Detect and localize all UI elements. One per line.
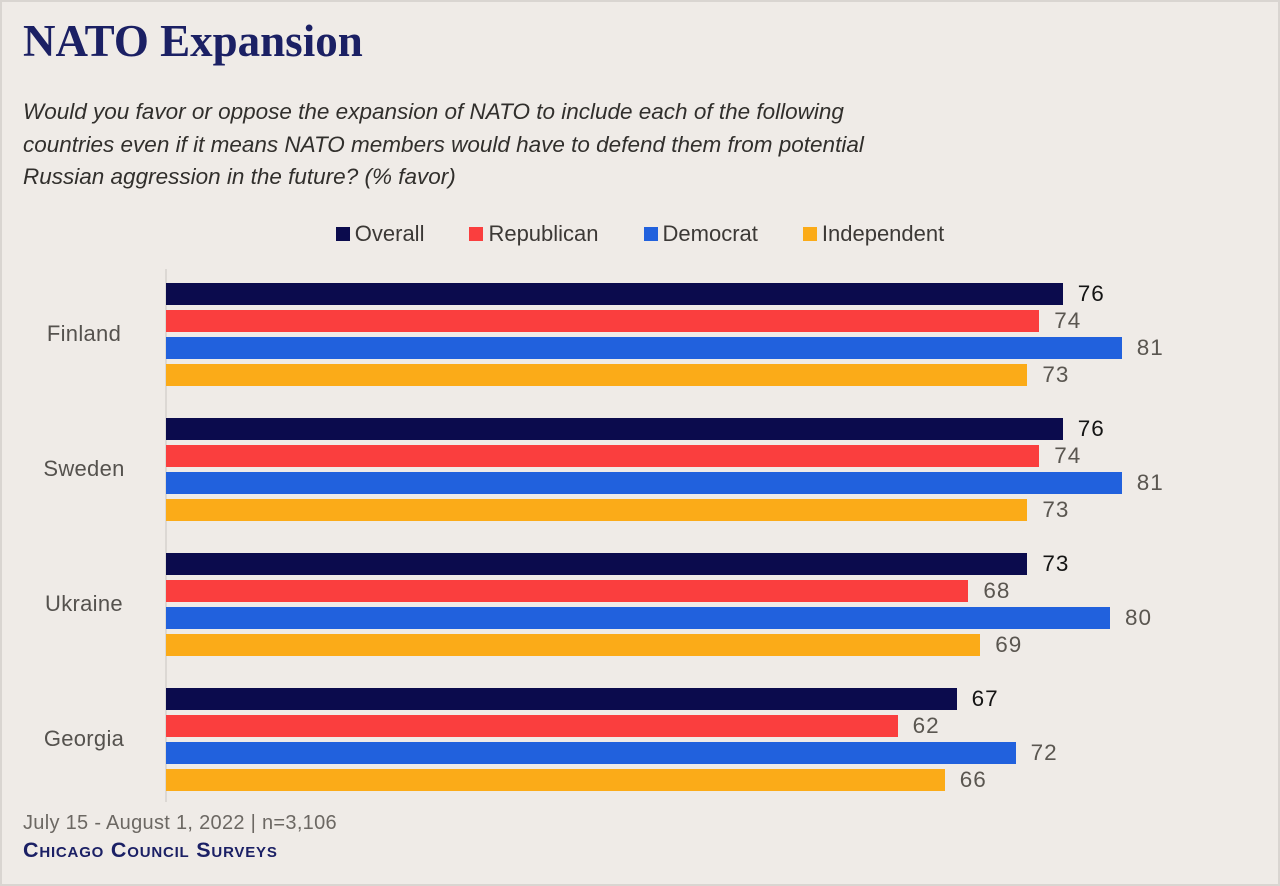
bar-chart: Finland 76 74 81 73 Sweden 76 74 81 73 Ukraine 73 68… [2,267,1278,802]
bar-ukraine-overall [166,552,1028,575]
bar-sweden-independent [166,498,1028,521]
bar-ukraine-republican [166,579,969,602]
bar-sweden-democrat [166,471,1122,494]
bar-finland-republican [166,309,1040,332]
bar-row-georgia-overall: 67 [166,685,1278,711]
value-label-ukraine-republican: 68 [983,577,1011,603]
source-attribution: Chicago Council Surveys [23,837,278,862]
bars-ukraine: 73 68 80 69 [166,550,1278,657]
value-label-sweden-independent: 73 [1042,496,1070,522]
legend: Overall Republican Democrat Independent [2,221,1278,247]
legend-item-independent: Independent [802,220,945,247]
y-axis-line [165,268,167,802]
value-label-ukraine-democrat: 80 [1125,604,1153,630]
bar-row-finland-democrat: 81 [166,334,1278,360]
bar-row-ukraine-democrat: 80 [166,604,1278,630]
bar-sweden-republican [166,444,1040,467]
bar-row-ukraine-republican: 68 [166,577,1278,603]
legend-label-independent: Independent [821,220,945,246]
value-label-finland-overall: 76 [1077,280,1105,306]
survey-question-line-2: countries even if it means NATO members … [23,131,864,157]
bar-georgia-independent [166,768,945,791]
category-label-sweden: Sweden [43,456,125,481]
bar-row-finland-republican: 74 [166,307,1278,333]
value-label-ukraine-overall: 73 [1042,550,1070,576]
bar-sweden-overall [166,417,1063,440]
bar-row-finland-independent: 73 [166,361,1278,387]
legend-label-republican: Republican [488,220,599,246]
legend-swatch-republican [469,226,484,241]
value-label-finland-independent: 73 [1042,361,1070,387]
legend-swatch-independent [802,226,817,241]
legend-item-democrat: Democrat [643,220,758,247]
legend-item-republican: Republican [469,220,599,247]
bar-groups: Finland 76 74 81 73 Sweden 76 74 81 73 Ukraine 73 68… [2,280,1278,792]
value-label-georgia-overall: 67 [971,685,999,711]
bar-finland-independent [166,363,1028,386]
category-label-finland: Finland [46,321,122,346]
bar-group-finland: Finland 76 74 81 73 [2,280,1278,387]
survey-question-line-1: Would you favor or oppose the expansion … [23,99,844,124]
bar-finland-democrat [166,336,1122,359]
legend-item-overall: Overall [335,220,425,247]
bar-row-finland-overall: 76 [166,280,1278,306]
bar-georgia-overall [166,687,957,710]
bar-ukraine-democrat [166,606,1110,629]
survey-dates-and-sample-size: July 15 - August 1, 2022 | n=3,106 [23,811,337,834]
bars-sweden: 76 74 81 73 [166,415,1278,522]
bar-row-georgia-democrat: 72 [166,739,1278,765]
bar-row-georgia-republican: 62 [166,712,1278,738]
bar-group-sweden: Sweden 76 74 81 73 [2,415,1278,522]
bar-georgia-democrat [166,741,1016,764]
value-label-georgia-independent: 66 [959,766,987,792]
bar-row-georgia-independent: 66 [166,766,1278,792]
value-label-georgia-republican: 62 [912,712,940,738]
bar-georgia-republican [166,714,898,737]
legend-swatch-overall [335,226,350,241]
bar-ukraine-independent [166,633,981,656]
value-label-sweden-democrat: 81 [1136,469,1164,495]
bar-row-sweden-democrat: 81 [166,469,1278,495]
value-label-finland-democrat: 81 [1136,334,1164,360]
bar-row-sweden-independent: 73 [166,496,1278,522]
bar-group-ukraine: Ukraine 73 68 80 69 [2,550,1278,657]
bar-group-georgia: Georgia 67 62 72 66 [2,685,1278,792]
bar-row-sweden-republican: 74 [166,442,1278,468]
bar-finland-overall [166,282,1063,305]
legend-label-democrat: Democrat [662,220,758,246]
value-label-ukraine-independent: 69 [995,631,1023,657]
page-title: NATO Expansion [23,16,363,66]
bars-finland: 76 74 81 73 [166,280,1278,387]
category-label-ukraine: Ukraine [45,591,123,616]
value-label-georgia-democrat: 72 [1030,739,1058,765]
value-label-sweden-republican: 74 [1054,442,1082,468]
bar-row-sweden-overall: 76 [166,415,1278,441]
survey-question-line-3: Russian aggression in the future? (% fav… [23,164,456,189]
legend-swatch-democrat [643,226,658,241]
bars-georgia: 67 62 72 66 [166,685,1278,792]
bar-row-ukraine-independent: 69 [166,631,1278,657]
footer: July 15 - August 1, 2022 | n=3,106 Chica… [23,812,1278,863]
category-label-georgia: Georgia [43,726,125,751]
survey-question: Would you favor or oppose the expansion … [23,96,1278,194]
bar-row-ukraine-overall: 73 [166,550,1278,576]
value-label-sweden-overall: 76 [1077,415,1105,441]
value-label-finland-republican: 74 [1054,307,1082,333]
legend-label-overall: Overall [354,220,425,246]
